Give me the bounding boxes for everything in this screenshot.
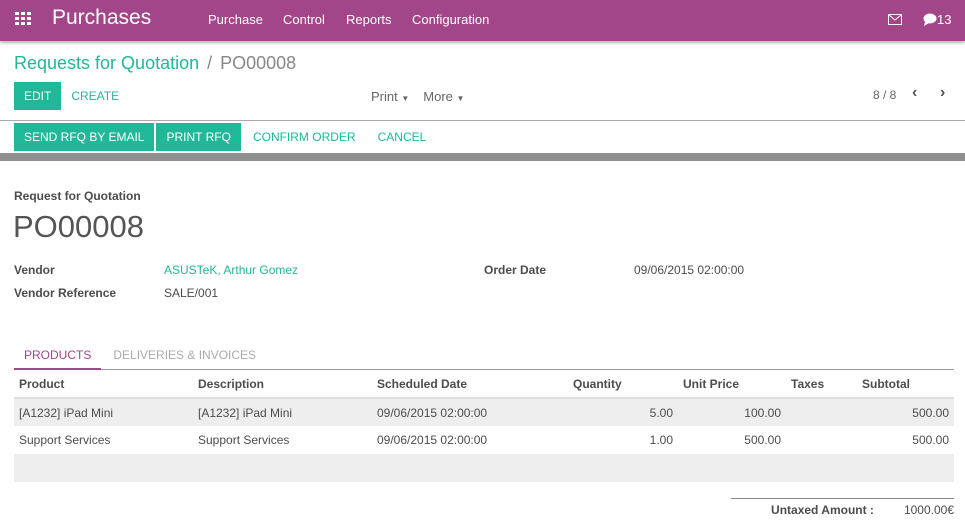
cell-unit-price: 100.00 [678,398,786,426]
cell-quantity: 1.00 [649,433,673,447]
order-date-label: Order Date [484,263,547,277]
col-taxes[interactable]: Taxes [786,370,857,399]
mail-icon[interactable] [888,14,902,25]
chevron-left-icon[interactable]: ‹ [912,84,918,101]
col-unit-price[interactable]: Unit Price [678,370,786,399]
cell-subtotal: 500.00 [857,398,954,426]
cell-taxes [786,426,857,454]
breadcrumb-separator: / [207,53,213,73]
caret-down-icon: ▼ [456,94,465,103]
menu-reports[interactable]: Reports [346,12,392,27]
cell-taxes [786,398,857,426]
print-label: Print [371,89,398,104]
app-title: Purchases [52,6,152,29]
col-quantity[interactable]: Quantity [568,370,678,399]
more-label: More [423,89,453,104]
cell-description: Support Services [198,433,290,447]
edit-button[interactable]: EDIT [14,82,62,110]
apps-grid-icon[interactable] [15,12,32,26]
breadcrumb-current: PO00008 [220,53,297,73]
totals-divider [731,498,954,499]
breadcrumb-parent[interactable]: Requests for Quotation [14,53,200,73]
col-product[interactable]: Product [14,370,193,399]
breadcrumb: Requests for Quotation / PO00008 [14,53,296,74]
menu-purchase[interactable]: Purchase [208,12,263,27]
vendor-label: Vendor [14,263,55,277]
tabs-border [14,369,954,370]
confirm-order-button[interactable]: CONFIRM ORDER [252,130,356,144]
create-button[interactable]: CREATE [71,89,120,103]
form-subtitle: Request for Quotation [14,189,141,203]
cell-quantity: 5.00 [568,398,678,426]
caret-down-icon: ▼ [401,94,410,103]
vendor-reference-label: Vendor Reference [14,286,117,300]
col-scheduled-date[interactable]: Scheduled Date [372,370,568,399]
order-date-value: 09/06/2015 02:00:00 [634,263,745,277]
totals-row: Untaxed Amount : 1000.00€ [771,503,954,517]
vendor-reference-value: SALE/001 [164,286,219,300]
col-subtotal[interactable]: Subtotal [857,370,954,399]
tab-products[interactable]: PRODUCTS [14,342,102,370]
menu-configuration[interactable]: Configuration [412,12,490,27]
cell-subtotal: 500.00 [912,433,949,447]
top-navbar: Purchases Purchase Control Reports Confi… [0,0,965,41]
tab-deliveries-invoices[interactable]: DELIVERIES & INVOICES [113,348,257,362]
empty-row [14,454,954,482]
menu-control[interactable]: Control [283,12,325,27]
divider [0,120,965,121]
cell-unit-price: 500.00 [744,433,781,447]
main-buttons: EDIT CREATE [14,82,129,110]
vendor-link[interactable]: ASUSTeK, Arthur Gomez [164,263,299,277]
messages-count[interactable]: 13 [937,12,952,27]
chat-icon[interactable] [923,13,937,26]
send-rfq-button[interactable]: SEND RFQ BY EMAIL [14,123,155,151]
cancel-button[interactable]: CANCEL [377,130,427,144]
col-description[interactable]: Description [193,370,372,399]
more-dropdown[interactable]: More ▼ [423,89,464,104]
sheet-border [0,153,965,161]
cell-scheduled-date: 09/06/2015 02:00:00 [372,398,568,426]
status-buttons: SEND RFQ BY EMAIL PRINT RFQ CONFIRM ORDE… [14,123,436,151]
cell-product: Support Services [19,433,111,447]
table-row[interactable]: Support Services Support Services 09/06/… [14,426,954,454]
sidebar-dropdowns: Print ▼ More ▼ [371,89,464,104]
untaxed-amount-value: 1000.00€ [903,503,954,517]
print-dropdown[interactable]: Print ▼ [371,89,409,104]
form-title: PO00008 [13,209,144,244]
table-header: Product Description Scheduled Date Quant… [14,370,954,399]
order-lines-table: Product Description Scheduled Date Quant… [14,370,954,482]
tabs: PRODUCTS DELIVERIES & INVOICES [14,342,266,370]
cell-description: [A1232] iPad Mini [193,398,372,426]
chevron-right-icon[interactable]: › [940,84,946,101]
cell-scheduled-date: 09/06/2015 02:00:00 [377,433,488,447]
print-rfq-button[interactable]: PRINT RFQ [156,123,241,151]
pager-value[interactable]: 8 / 8 [873,88,897,102]
table-row[interactable]: [A1232] iPad Mini [A1232] iPad Mini 09/0… [14,398,954,426]
untaxed-amount-label: Untaxed Amount : [771,503,874,517]
cell-product: [A1232] iPad Mini [14,398,193,426]
